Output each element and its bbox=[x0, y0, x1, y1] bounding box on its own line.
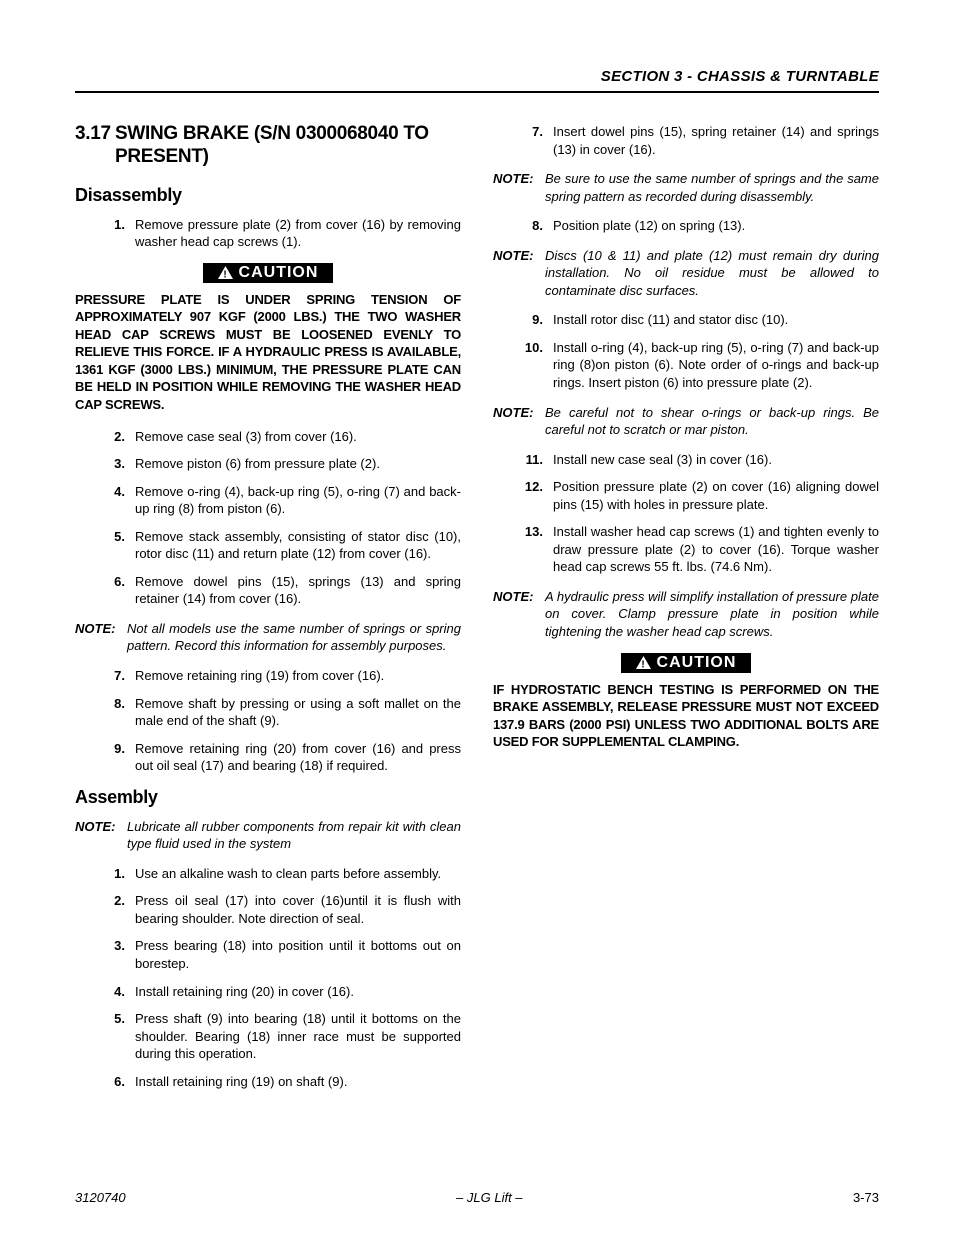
step-text: Position plate (12) on spring (13). bbox=[553, 217, 879, 235]
caution-banner: ! CAUTION bbox=[203, 263, 333, 283]
step-text: Remove piston (6) from pressure plate (2… bbox=[135, 455, 461, 473]
step-number: 2. bbox=[75, 892, 135, 927]
assembly-list-c: 8.Position plate (12) on spring (13). bbox=[493, 217, 879, 235]
note-label: NOTE: bbox=[493, 588, 545, 641]
note-text: Be careful not to shear o-rings or back-… bbox=[545, 404, 879, 439]
step-text: Press shaft (9) into bearing (18) until … bbox=[135, 1010, 461, 1063]
section-number: 3.17 bbox=[75, 123, 115, 169]
step-text: Remove pressure plate (2) from cover (16… bbox=[135, 216, 461, 251]
step-number: 5. bbox=[75, 528, 135, 563]
note-block: NOTE: Be careful not to shear o-rings or… bbox=[493, 404, 879, 439]
step-number: 1. bbox=[75, 216, 135, 251]
step-text: Remove case seal (3) from cover (16). bbox=[135, 428, 461, 446]
disassembly-list-a: 1.Remove pressure plate (2) from cover (… bbox=[75, 216, 461, 251]
step-text: Use an alkaline wash to clean parts befo… bbox=[135, 865, 461, 883]
header-rule bbox=[75, 91, 879, 93]
footer-center: – JLG Lift – bbox=[456, 1190, 522, 1205]
section-title: 3.17 SWING BRAKE (S/N 0300068040 TO PRES… bbox=[75, 123, 461, 169]
step-number: 7. bbox=[75, 667, 135, 685]
step-text: Remove o-ring (4), back-up ring (5), o-r… bbox=[135, 483, 461, 518]
step-text: Install o-ring (4), back-up ring (5), o-… bbox=[553, 339, 879, 392]
disassembly-list-c: 7.Remove retaining ring (19) from cover … bbox=[75, 667, 461, 775]
step-text: Remove retaining ring (19) from cover (1… bbox=[135, 667, 461, 685]
step-text: Remove shaft by pressing or using a soft… bbox=[135, 695, 461, 730]
note-label: NOTE: bbox=[75, 620, 127, 655]
step-text: Press bearing (18) into position until i… bbox=[135, 937, 461, 972]
step-number: 8. bbox=[75, 695, 135, 730]
assembly-list-e: 11.Install new case seal (3) in cover (1… bbox=[493, 451, 879, 576]
note-label: NOTE: bbox=[493, 247, 545, 300]
step-number: 11. bbox=[493, 451, 553, 469]
note-block: NOTE: Be sure to use the same number of … bbox=[493, 170, 879, 205]
step-number: 6. bbox=[75, 573, 135, 608]
step-text: Install retaining ring (20) in cover (16… bbox=[135, 983, 461, 1001]
step-text: Install retaining ring (19) on shaft (9)… bbox=[135, 1073, 461, 1091]
note-block: NOTE: Not all models use the same number… bbox=[75, 620, 461, 655]
right-column: 7.Insert dowel pins (15), spring retaine… bbox=[493, 123, 879, 1102]
assembly-heading: Assembly bbox=[75, 787, 461, 808]
footer-right: 3-73 bbox=[853, 1190, 879, 1205]
svg-text:!: ! bbox=[641, 660, 645, 670]
step-text: Install new case seal (3) in cover (16). bbox=[553, 451, 879, 469]
footer-left: 3120740 bbox=[75, 1190, 126, 1205]
caution-text: PRESSURE PLATE IS UNDER SPRING TENSION O… bbox=[75, 291, 461, 414]
step-number: 12. bbox=[493, 478, 553, 513]
warning-icon: ! bbox=[218, 266, 233, 279]
note-text: Not all models use the same number of sp… bbox=[127, 620, 461, 655]
note-text: Be sure to use the same number of spring… bbox=[545, 170, 879, 205]
caution-text: IF HYDROSTATIC BENCH TESTING IS PERFORME… bbox=[493, 681, 879, 751]
page-footer: 3120740 – JLG Lift – 3-73 bbox=[75, 1190, 879, 1205]
step-number: 2. bbox=[75, 428, 135, 446]
step-number: 13. bbox=[493, 523, 553, 576]
note-label: NOTE: bbox=[493, 404, 545, 439]
note-block: NOTE: A hydraulic press will simplify in… bbox=[493, 588, 879, 641]
disassembly-heading: Disassembly bbox=[75, 185, 461, 206]
note-block: NOTE: Discs (10 & 11) and plate (12) mus… bbox=[493, 247, 879, 300]
step-number: 8. bbox=[493, 217, 553, 235]
svg-text:!: ! bbox=[223, 270, 227, 280]
step-number: 9. bbox=[75, 740, 135, 775]
step-number: 4. bbox=[75, 483, 135, 518]
step-number: 4. bbox=[75, 983, 135, 1001]
step-text: Remove dowel pins (15), springs (13) and… bbox=[135, 573, 461, 608]
step-number: 3. bbox=[75, 455, 135, 473]
step-number: 6. bbox=[75, 1073, 135, 1091]
assembly-list-b: 7.Insert dowel pins (15), spring retaine… bbox=[493, 123, 879, 158]
step-number: 9. bbox=[493, 311, 553, 329]
step-number: 3. bbox=[75, 937, 135, 972]
note-text: Discs (10 & 11) and plate (12) must rema… bbox=[545, 247, 879, 300]
section-header: SECTION 3 - CHASSIS & TURNTABLE bbox=[75, 68, 879, 91]
caution-banner: ! CAUTION bbox=[621, 653, 751, 673]
step-number: 7. bbox=[493, 123, 553, 158]
step-text: Remove retaining ring (20) from cover (1… bbox=[135, 740, 461, 775]
caution-label: CAUTION bbox=[657, 654, 737, 672]
note-text: Lubricate all rubber components from rep… bbox=[127, 818, 461, 853]
step-number: 10. bbox=[493, 339, 553, 392]
left-column: 3.17 SWING BRAKE (S/N 0300068040 TO PRES… bbox=[75, 123, 461, 1102]
caution-label: CAUTION bbox=[239, 264, 319, 282]
step-number: 5. bbox=[75, 1010, 135, 1063]
disassembly-list-b: 2.Remove case seal (3) from cover (16). … bbox=[75, 428, 461, 608]
step-text: Press oil seal (17) into cover (16)until… bbox=[135, 892, 461, 927]
step-text: Install rotor disc (11) and stator disc … bbox=[553, 311, 879, 329]
note-block: NOTE: Lubricate all rubber components fr… bbox=[75, 818, 461, 853]
step-text: Insert dowel pins (15), spring retainer … bbox=[553, 123, 879, 158]
note-label: NOTE: bbox=[493, 170, 545, 205]
step-text: Install washer head cap screws (1) and t… bbox=[553, 523, 879, 576]
warning-icon: ! bbox=[636, 656, 651, 669]
step-text: Position pressure plate (2) on cover (16… bbox=[553, 478, 879, 513]
note-label: NOTE: bbox=[75, 818, 127, 853]
assembly-list-d: 9.Install rotor disc (11) and stator dis… bbox=[493, 311, 879, 391]
note-text: A hydraulic press will simplify installa… bbox=[545, 588, 879, 641]
step-number: 1. bbox=[75, 865, 135, 883]
section-heading: SWING BRAKE (S/N 0300068040 TO PRESENT) bbox=[115, 123, 461, 169]
step-text: Remove stack assembly, consisting of sta… bbox=[135, 528, 461, 563]
content-columns: 3.17 SWING BRAKE (S/N 0300068040 TO PRES… bbox=[75, 123, 879, 1102]
assembly-list-a: 1.Use an alkaline wash to clean parts be… bbox=[75, 865, 461, 1090]
